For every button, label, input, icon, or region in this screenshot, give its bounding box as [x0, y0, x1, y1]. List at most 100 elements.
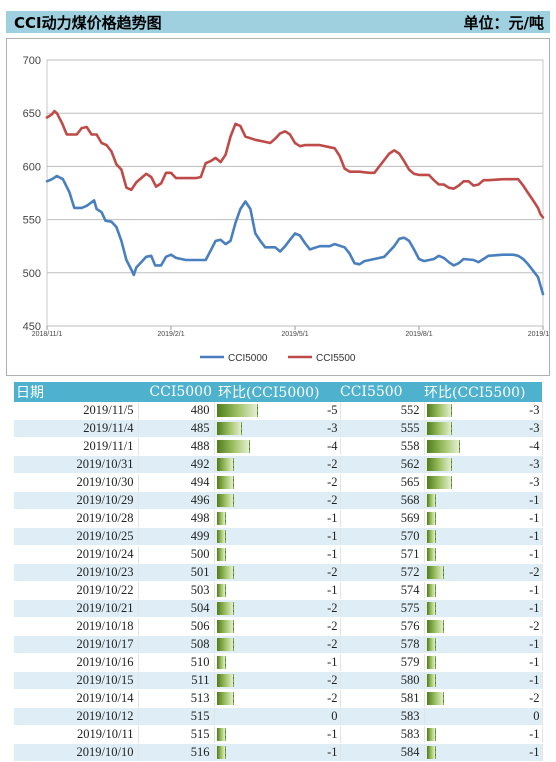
chg5500-databar [426, 566, 444, 579]
chg5500-value: -2 [529, 691, 540, 705]
chg5500-value: -1 [529, 511, 540, 525]
chg5000-databar [216, 458, 234, 471]
chg5500-databar [426, 404, 452, 417]
chg5000-value: -5 [327, 403, 338, 417]
chg5000-databar [216, 494, 234, 507]
cell-cci5500: 583 [340, 707, 425, 726]
cell-date: 2019/11/4 [14, 419, 139, 438]
chg5500-value: -3 [529, 475, 540, 489]
chg5000-value: -1 [327, 727, 338, 741]
cell-cci5500: 569 [340, 509, 425, 528]
chg5000-value: -2 [327, 493, 338, 507]
chg5000-databar [216, 584, 226, 597]
chg5000-value: -2 [327, 565, 338, 579]
table-row: 2019/10/11 515 -1 583 -1 [14, 725, 543, 744]
cell-chg5000: -2 [214, 599, 341, 618]
cell-chg5500: -1 [424, 581, 543, 600]
chg5500-value: -1 [529, 583, 540, 597]
cell-cci5500: 579 [340, 653, 425, 672]
chg5000-value: -2 [327, 673, 338, 687]
cell-cci5500: 568 [340, 491, 425, 510]
chart-panel: 700 650 600 550 500 450 2018/11/1 2019/2/1 2019/… [6, 38, 550, 376]
chg5500-databar [426, 476, 452, 489]
chg5000-databar [216, 620, 234, 633]
table-row: 2019/11/1 488 -4 558 -4 [14, 437, 543, 456]
cell-date: 2019/10/21 [14, 599, 139, 618]
chg5500-databar [426, 548, 436, 561]
cell-date: 2019/11/5 [14, 402, 139, 420]
cell-cci5500: 552 [340, 402, 425, 420]
chg5000-databar [216, 602, 234, 615]
chg5500-databar [426, 494, 436, 507]
table-row: 2019/11/5 480 -5 552 -3 [14, 402, 543, 420]
cell-date: 2019/10/15 [14, 671, 139, 690]
chg5500-databar [426, 512, 436, 525]
chg5500-databar [426, 440, 460, 453]
legend-label-cci5000: CCI5000 [228, 353, 268, 364]
cell-date: 2019/10/29 [14, 491, 139, 510]
cell-chg5500: -1 [424, 743, 543, 762]
cell-cci5000: 503 [138, 581, 215, 600]
table-row: 2019/10/29 496 -2 568 -1 [14, 491, 543, 510]
chg5000-databar [216, 404, 258, 417]
chg5500-value: -1 [529, 745, 540, 759]
cell-cci5500: 575 [340, 599, 425, 618]
chg5500-value: -2 [529, 565, 540, 579]
cell-chg5000: -2 [214, 473, 341, 492]
cell-chg5000: -2 [214, 617, 341, 636]
chg5000-databar [216, 530, 226, 543]
table-row: 2019/10/31 492 -2 562 -3 [14, 455, 543, 474]
page-title: CCI动力煤价格趋势图 [14, 14, 162, 32]
x-tick-label: 2019/11/1 [528, 331, 549, 338]
cell-cci5500: 580 [340, 671, 425, 690]
cell-cci5000: 494 [138, 473, 215, 492]
chg5000-value: -1 [327, 511, 338, 525]
chg5000-value: -2 [327, 475, 338, 489]
cell-chg5500: -3 [424, 402, 543, 420]
y-tick-label: 700 [23, 55, 41, 67]
table-row: 2019/10/28 498 -1 569 -1 [14, 509, 543, 528]
chg5500-databar [426, 728, 436, 741]
table-row: 2019/10/25 499 -1 570 -1 [14, 527, 543, 546]
cell-chg5500: -1 [424, 653, 543, 672]
cell-chg5500: -1 [424, 725, 543, 744]
cell-cci5000: 511 [138, 671, 215, 690]
cell-chg5000: -1 [214, 509, 341, 528]
chg5500-databar [426, 674, 436, 687]
cell-cci5500: 572 [340, 563, 425, 582]
cell-cci5000: 508 [138, 635, 215, 654]
cell-chg5000: -2 [214, 491, 341, 510]
series-line-cci5000 [45, 174, 545, 296]
cell-date: 2019/10/16 [14, 653, 139, 672]
chg5000-value: -1 [327, 583, 338, 597]
cell-chg5000: -1 [214, 653, 341, 672]
cell-cci5000: 480 [138, 402, 215, 420]
y-tick-label: 500 [23, 268, 41, 280]
cell-cci5000: 513 [138, 689, 215, 708]
cell-chg5000: -2 [214, 563, 341, 582]
price-table-container: 日期 CCI5000 环比(CCI5000) CCI5500 环比(CCI550… [14, 382, 543, 762]
header-cci5500: CCI5500 [340, 382, 424, 402]
cell-cci5500: 555 [340, 419, 425, 438]
chg5500-value: -2 [529, 619, 540, 633]
cell-cci5500: 584 [340, 743, 425, 762]
chg5500-databar [426, 458, 452, 471]
cell-cci5000: 496 [138, 491, 215, 510]
cell-cci5500: 576 [340, 617, 425, 636]
chg5500-databar [426, 530, 436, 543]
cell-date: 2019/10/18 [14, 617, 139, 636]
cell-cci5500: 562 [340, 455, 425, 474]
chg5000-databar [216, 566, 234, 579]
cell-date: 2019/10/31 [14, 455, 139, 474]
chg5500-databar [426, 746, 436, 759]
chg5500-value: -1 [529, 529, 540, 543]
table-row: 2019/10/30 494 -2 565 -3 [14, 473, 543, 492]
chg5000-databar [216, 692, 234, 705]
cell-date: 2019/10/25 [14, 527, 139, 546]
chg5000-value: -2 [327, 691, 338, 705]
cell-cci5500: 565 [340, 473, 425, 492]
chg5000-databar [216, 746, 226, 759]
cell-date: 2019/10/23 [14, 563, 139, 582]
cell-chg5000: -4 [214, 437, 341, 456]
cell-date: 2019/10/12 [14, 707, 139, 726]
